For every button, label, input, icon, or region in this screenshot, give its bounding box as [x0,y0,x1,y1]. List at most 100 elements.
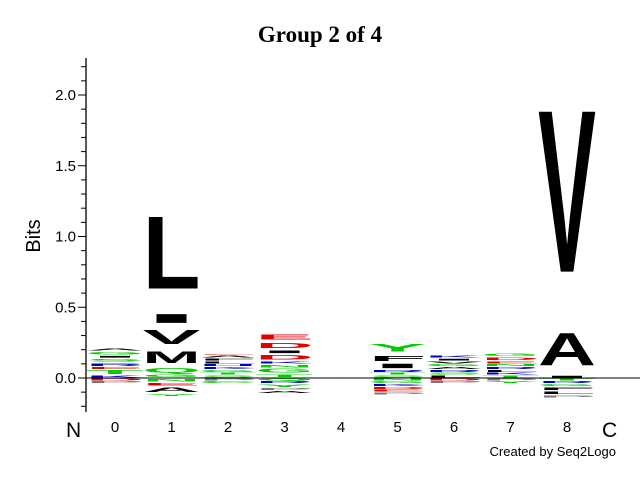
logo-letter: Y [369,341,427,354]
logo-letter: P [86,381,144,384]
logo-letter: F [369,354,427,362]
x-tick-label: 5 [393,419,401,436]
logo-letter: R [256,381,314,384]
logo-letter: S [199,375,257,378]
x-tick-label: 4 [337,419,345,436]
x-tick-label: 1 [167,419,175,436]
logo-letter: G [143,374,201,378]
logo-letter: R [86,363,144,367]
logo-letter: K [256,361,314,364]
logo-letter: V [425,361,483,364]
logo-letter: G [256,368,314,374]
logo-letter: D [425,378,483,381]
logo-letter: F [538,387,596,391]
logo-letter: D [481,357,539,361]
y-axis-ticks: 0.0 0.5 1.0 1.5 2.0 [55,66,86,407]
logo-letter: Y [142,394,200,397]
y-tick-label: 1.5 [55,158,76,175]
logo-letter: N [369,378,427,381]
logo-letter: K [425,355,483,358]
logo-letter: P [368,392,426,395]
logo-letter: E [256,333,314,341]
logo-letter: Y [481,381,539,384]
logo-letter: L [425,375,483,378]
logo-letter: D [86,378,144,381]
x-tick-label: 6 [450,419,458,436]
logo-letter: E [199,354,257,355]
logo-letter: G [482,353,540,357]
logo-letter: T [86,370,144,376]
logo-letter: P [255,388,313,391]
logo-letter: A [199,355,257,358]
logo-letter: C [199,381,257,384]
logo-letter: R [538,381,596,384]
x-axis-tick-labels: 0 1 2 3 4 5 6 7 8 [111,419,571,436]
logo-letter: P [425,381,483,384]
logo-letter: I [143,311,201,325]
logo-letter: K [369,384,427,387]
chart-title: Group 2 of 4 [258,22,383,47]
logo-letter: K [86,375,144,378]
logo-letter: K [482,372,540,375]
logo-columns: KTERSIGADPGQMVILNEAYSTGKHLFAEPCTGNKDIDEQ… [86,62,640,398]
logo-letter: T [482,375,540,378]
logo-letter: E [368,389,426,392]
logo-letter: A [142,387,200,394]
logo-letter: P [199,378,257,381]
logo-letter: D [255,354,313,361]
credit-text: Created by Seq2Logo [490,444,616,459]
logo-letter: D [256,341,314,350]
c-terminus-label: C [602,419,617,442]
logo-letter: N [142,378,200,382]
logo-letter: K [199,367,257,370]
logo-letter: G [538,384,596,387]
logo-letter: F [199,358,257,361]
logo-letter: L [538,391,596,395]
logo-letter: Q [256,378,314,381]
logo-letter: S [368,375,426,378]
logo-letter: E [481,361,539,364]
logo-letter: G [86,351,144,355]
logo-letter: S [86,358,144,362]
logo-letter: T [255,374,313,378]
logo-letter: H [199,364,257,367]
logo-letter: P [481,378,539,381]
logo-letter: I [369,362,427,369]
logo-letter: M [143,348,201,367]
logo-letter: A [538,323,596,375]
logo-letter: T [538,378,596,381]
logo-letter: G [369,381,427,384]
y-tick-label: 2.0 [55,87,76,104]
logo-letter: A [86,348,144,351]
logo-letter: Q [143,367,201,374]
logo-letter: A [256,391,314,394]
logo-letter: Y [256,384,314,388]
n-terminus-label: N [66,419,81,442]
logo-letter: N [255,364,313,368]
logo-letter: A [425,367,483,370]
logo-letter: G [199,370,257,373]
logo-letter: I [86,355,144,358]
logo-letter: L [482,370,540,373]
x-tick-label: 2 [224,419,232,436]
logo-letter: E [86,367,144,370]
logo-letter: T [369,372,427,375]
logo-letter: P [538,395,596,398]
y-tick-label: 0.5 [55,299,76,316]
logo-letter: I [538,375,596,378]
logo-letter: N [482,364,540,367]
logo-letter: L [143,196,201,312]
logo-letter: R [482,367,540,370]
x-tick-label: 7 [506,419,514,436]
x-tick-label: 3 [280,419,288,436]
logo-letter: I [425,358,483,361]
y-tick-label: 1.0 [55,229,76,246]
logo-letter: R [425,370,483,373]
x-tick-label: 0 [111,419,119,436]
logo-letter: G [425,364,483,367]
y-axis-label: Bits [23,219,45,252]
x-tick-label: 8 [563,419,571,436]
logo-letter: I [256,350,314,354]
logo-letter: L [199,361,257,364]
